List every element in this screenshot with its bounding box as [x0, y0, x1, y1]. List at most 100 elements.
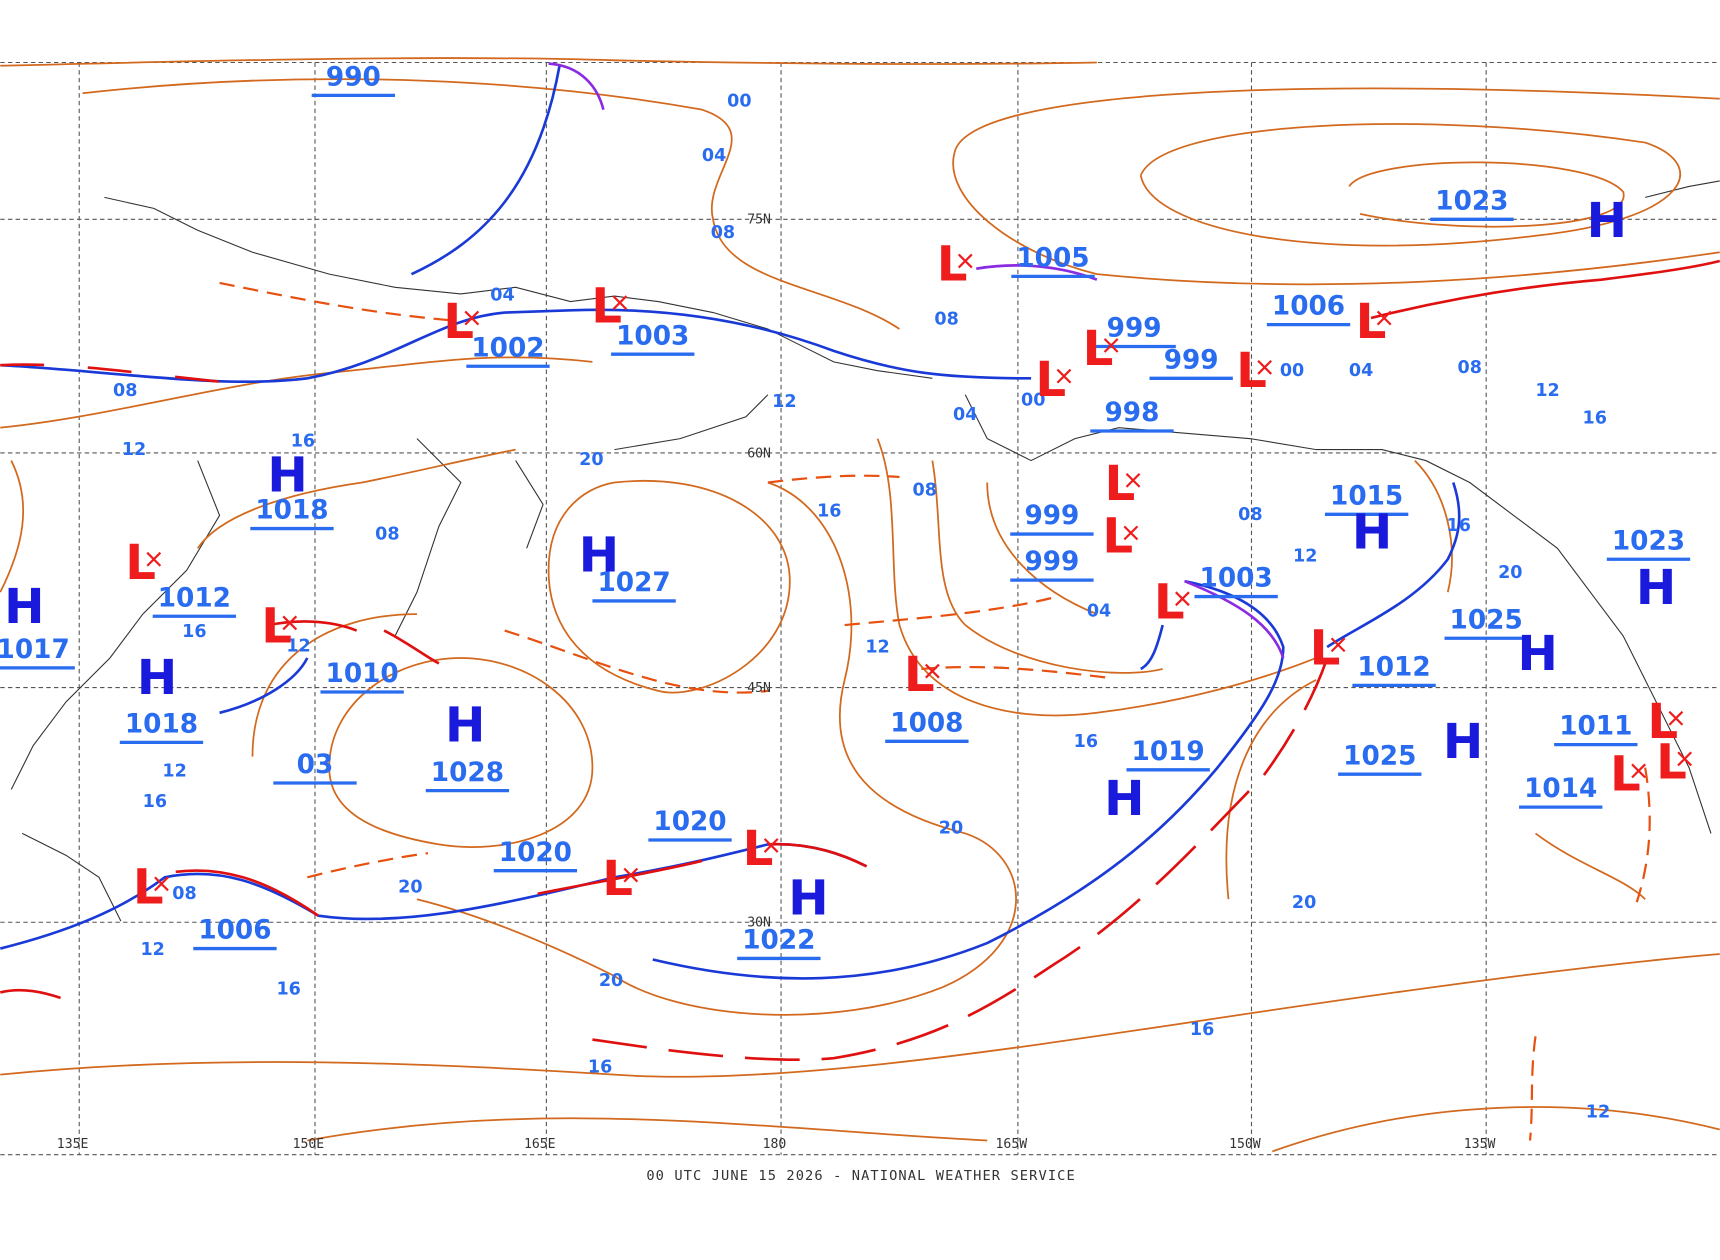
pressure-label: 1022 — [742, 926, 815, 956]
isobar-label: 04 — [1087, 601, 1111, 621]
isobar-label: 20 — [1498, 563, 1522, 583]
longitude-label: 135W — [1464, 1137, 1496, 1152]
pressure-label: 999 — [1164, 345, 1219, 375]
coastlines — [10, 180, 1720, 922]
isobar-label: 12 — [865, 637, 889, 657]
isobar-label: 16 — [1447, 516, 1471, 536]
pressure-label: 998 — [1105, 398, 1160, 428]
low-marker — [1631, 763, 1646, 779]
high-center: H — [1636, 560, 1676, 616]
high-center: H — [4, 579, 44, 635]
isobar-label: 00 — [1021, 391, 1045, 411]
pressure-label: 1025 — [1343, 741, 1416, 771]
isobar-label: 20 — [579, 450, 603, 470]
low-marker — [282, 615, 298, 631]
low-marker — [1125, 472, 1141, 488]
isobar-label: 12 — [1535, 381, 1559, 401]
pressure-label: 1006 — [198, 916, 271, 946]
low-marker — [1376, 310, 1392, 326]
label-layer: 135E 150E 165E 180 165W 150W 135W 75N 60N 45N 30N 0… — [0, 63, 1693, 1152]
pressure-label: 1018 — [125, 710, 198, 740]
pressure-label: 999 — [1024, 547, 1079, 577]
fronts — [0, 62, 1720, 1061]
pressure-label: 1027 — [597, 568, 670, 598]
high-center: H — [1104, 771, 1144, 827]
isobar-label: 16 — [1583, 408, 1607, 428]
isobar-label: 04 — [702, 146, 726, 166]
isobar-label: 12 — [1293, 546, 1317, 566]
isobar-label: 08 — [113, 381, 137, 401]
isobar-label: 12 — [286, 636, 310, 656]
low-marker — [763, 838, 779, 853]
pressure-label: 999 — [1024, 501, 1079, 531]
high-center: H — [579, 527, 619, 583]
latitude-label: 75N — [747, 213, 771, 228]
pressure-label: 1003 — [1200, 564, 1273, 594]
isobar-label: 04 — [1349, 361, 1373, 381]
isobar-label: 20 — [599, 971, 623, 991]
pressure-label: 1005 — [1016, 243, 1089, 273]
isobar-label: 08 — [172, 884, 196, 904]
isobar-label: 04 — [490, 285, 514, 305]
pressure-label: 1010 — [326, 659, 399, 689]
isobars — [0, 57, 1720, 1153]
isobar-label: 08 — [375, 525, 399, 545]
pressure-label: 1012 — [158, 583, 231, 613]
longitude-label: 165W — [996, 1137, 1028, 1152]
troughs — [219, 281, 1651, 1141]
pressure-label: 990 — [326, 63, 381, 93]
isobar-label: 04 — [953, 405, 977, 425]
pressure-label: 1020 — [653, 807, 726, 837]
pressure-label: 1003 — [616, 321, 689, 351]
isobar-label: 12 — [772, 392, 796, 412]
isobar-label: 12 — [140, 940, 164, 960]
pressure-label: 1025 — [1450, 605, 1523, 635]
pressure-label: 1006 — [1272, 292, 1345, 322]
graticule — [0, 61, 1720, 1156]
isobar-label: 00 — [1280, 361, 1304, 381]
longitude-label: 150E — [293, 1137, 325, 1152]
pressure-label: 1019 — [1132, 737, 1205, 767]
map-caption: 00 UTC JUNE 15 2026 - NATIONAL WEATHER S… — [646, 1168, 1076, 1184]
pressure-label: 03 — [297, 750, 334, 780]
high-center: H — [1518, 626, 1558, 682]
low-marker — [1123, 525, 1139, 541]
low-marker — [957, 253, 973, 269]
low-marker — [154, 876, 169, 892]
low-marker — [1668, 710, 1684, 726]
low-marker — [464, 310, 480, 326]
isobar-label: 16 — [1190, 1020, 1214, 1040]
low-marker — [623, 867, 639, 883]
longitude-label: 135E — [57, 1137, 89, 1152]
isobar-label: 08 — [912, 481, 936, 501]
pressure-label: 1008 — [890, 708, 963, 738]
low-marker — [1103, 338, 1119, 353]
pressure-label: 1011 — [1559, 712, 1632, 742]
isobar-label: 12 — [1586, 1102, 1610, 1122]
pressure-label: 1020 — [499, 838, 572, 868]
pressure-label: 1018 — [255, 496, 328, 526]
isobar-label: 16 — [588, 1057, 612, 1077]
pressure-label: 1015 — [1330, 481, 1403, 511]
isobar-label: 16 — [276, 980, 300, 1000]
high-center: H — [137, 650, 177, 706]
isobar-label: 12 — [122, 440, 146, 460]
low-marker — [1257, 360, 1273, 375]
low-marker — [612, 295, 628, 311]
pressure-label: 1014 — [1524, 774, 1597, 804]
pressure-label: 1012 — [1357, 653, 1430, 683]
pressure-label: 1002 — [471, 333, 544, 363]
low-marker — [1677, 751, 1693, 767]
high-center: H — [445, 697, 485, 753]
pressure-label: 1028 — [431, 758, 504, 788]
low-marker — [146, 551, 162, 567]
isobar-label: 16 — [1074, 732, 1098, 752]
isobar-label: 08 — [1458, 358, 1482, 378]
low-marker — [925, 663, 940, 679]
isobar-label: 16 — [182, 622, 206, 642]
high-center: H — [267, 447, 307, 503]
pressure-label: 1023 — [1435, 186, 1508, 216]
